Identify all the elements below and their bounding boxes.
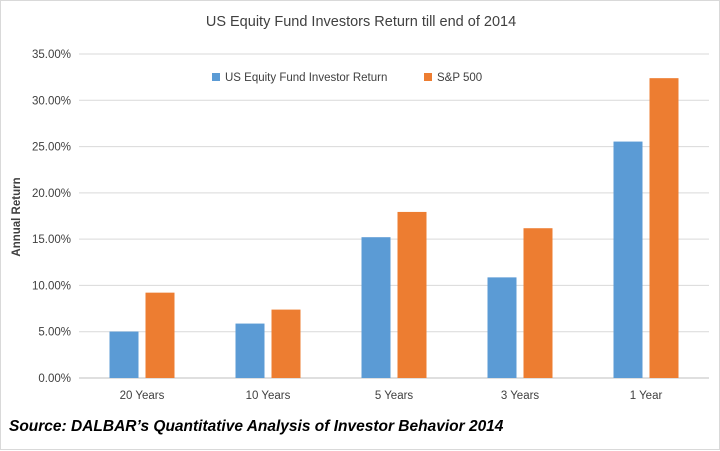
y-tick-label: 15.00% (32, 234, 71, 246)
y-tick-label: 10.00% (32, 280, 71, 292)
x-tick-label: 20 Years (120, 390, 165, 402)
y-tick-label: 5.00% (38, 327, 71, 339)
x-tick-label: 10 Years (246, 390, 291, 402)
y-tick-label: 20.00% (32, 188, 71, 200)
legend-swatch-series2 (424, 73, 432, 81)
y-tick-labels: 0.00% 5.00% 10.00% 15.00% 20.00% 25.00% 30.00%… (32, 49, 71, 385)
bar-series1 (613, 141, 643, 378)
y-tick-label: 30.00% (32, 95, 71, 107)
bar-series2 (145, 292, 175, 378)
bar-series1 (361, 237, 391, 378)
x-tick-labels: 20 Years 10 Years 5 Years 3 Years 1 Year (120, 390, 663, 402)
y-tick-label: 35.00% (32, 49, 71, 61)
y-tick-label: 25.00% (32, 142, 71, 154)
bars (109, 78, 679, 379)
chart-title: US Equity Fund Investors Return till end… (206, 14, 516, 30)
legend-swatch-series1 (212, 73, 220, 81)
gridlines (79, 53, 709, 379)
x-tick-label: 1 Year (630, 390, 663, 402)
bar-series1 (487, 277, 517, 378)
legend-label-series1: US Equity Fund Investor Return (225, 72, 387, 84)
bar-series2 (397, 211, 427, 378)
bar-series2 (649, 78, 679, 379)
source-caption: Source: DALBAR’s Quantitative Analysis o… (9, 418, 504, 435)
y-axis-label: Annual Return (11, 177, 23, 256)
bar-series2 (271, 309, 301, 378)
x-tick-label: 5 Years (375, 390, 414, 402)
x-tick-label: 3 Years (501, 390, 540, 402)
bar-series1 (109, 331, 139, 378)
bar-series1 (235, 323, 265, 378)
bar-series2 (523, 228, 553, 378)
legend: US Equity Fund Investor Return S&P 500 (212, 72, 482, 84)
legend-label-series2: S&P 500 (437, 72, 482, 84)
y-tick-label: 0.00% (38, 373, 71, 385)
